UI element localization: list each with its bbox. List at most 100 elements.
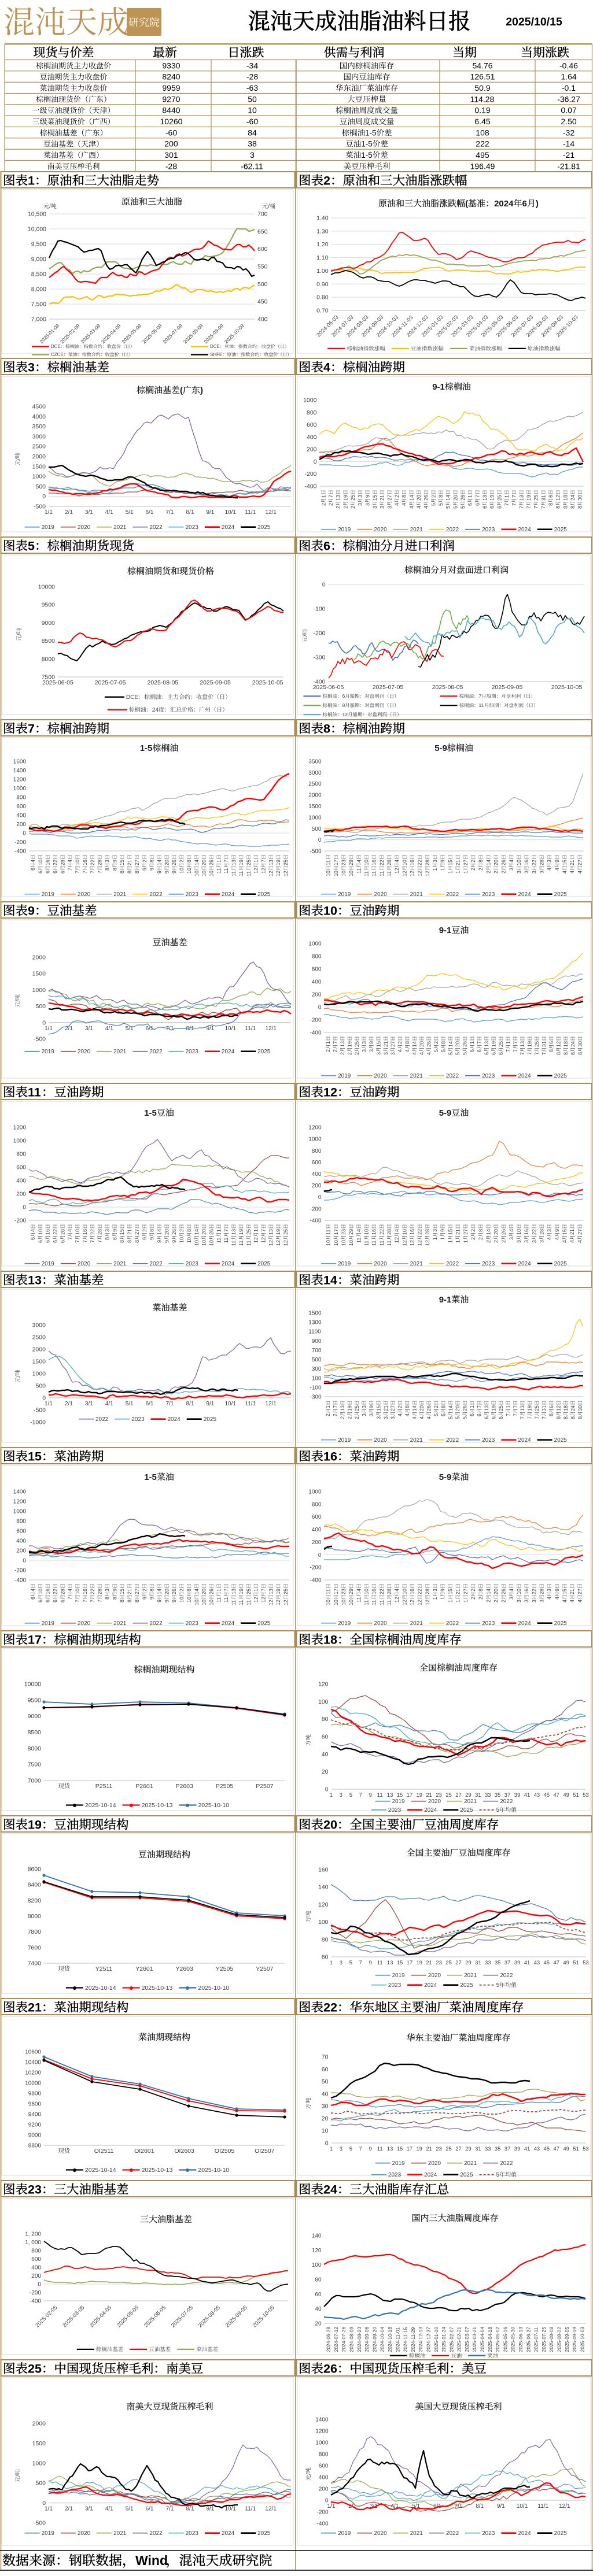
svg-text:12: 12 (394, 1237, 400, 1243)
svg-text:1: 1 (432, 868, 438, 871)
svg-text:3: 3 (516, 871, 522, 874)
svg-text:0: 0 (318, 1194, 322, 1201)
svg-text:2: 2 (142, 1589, 148, 1592)
svg-text:3: 3 (539, 871, 545, 874)
svg-text:0: 0 (38, 2282, 41, 2288)
svg-text:2024-09-06: 2024-09-06 (364, 2327, 370, 2352)
svg-text:8,500: 8,500 (31, 271, 46, 278)
svg-text:28: 28 (97, 1589, 103, 1594)
svg-text:8: 8 (577, 506, 583, 509)
svg-text:12/1: 12/1 (559, 2503, 570, 2510)
svg-text:2: 2 (342, 506, 348, 509)
svg-text:8/1: 8/1 (186, 1401, 194, 1407)
svg-text:7: 7 (82, 1600, 88, 1602)
svg-text:1: 1 (469, 1405, 475, 1408)
svg-text:60: 60 (315, 2292, 322, 2298)
svg-text:33: 33 (485, 1792, 491, 1798)
svg-text:2024-12-27: 2024-12-27 (426, 2327, 432, 2352)
svg-text:500: 500 (36, 1003, 46, 1010)
svg-text:1-5: 1-5 (361, 140, 373, 149)
svg-text:6/1: 6/1 (146, 2506, 154, 2512)
svg-text:1000: 1000 (13, 1509, 27, 1515)
svg-text:2025/10/15: 2025/10/15 (506, 16, 562, 28)
svg-text:84: 84 (248, 128, 257, 137)
svg-text:9: 9 (164, 1240, 170, 1243)
svg-text:2020: 2020 (428, 2160, 441, 2167)
svg-text:2022: 2022 (500, 1972, 513, 1979)
svg-text:200: 200 (16, 1548, 26, 1555)
svg-text:10: 10 (38, 1589, 43, 1594)
svg-text:2025-08-09: 2025-08-09 (182, 323, 204, 345)
svg-text:7: 7 (513, 1041, 518, 1044)
svg-text:10: 10 (341, 1600, 347, 1605)
svg-text:9800: 9800 (28, 2091, 42, 2097)
svg-text:8: 8 (570, 1416, 576, 1419)
svg-text:26: 26 (209, 1229, 215, 1235)
svg-text:9: 9 (28, 904, 35, 918)
svg-text:600: 600 (312, 967, 322, 973)
svg-text:2025-09-05: 2025-09-05 (224, 2304, 249, 2329)
svg-text:200: 200 (164, 139, 178, 149)
svg-text:26: 26 (462, 1405, 468, 1411)
svg-text:4: 4 (509, 1589, 514, 1592)
svg-text:P2505: P2505 (216, 1783, 234, 1790)
svg-text:20: 20 (323, 1818, 337, 1832)
svg-text:23: 23 (436, 2146, 442, 2152)
svg-text:20: 20 (164, 860, 170, 865)
svg-text:140: 140 (312, 2233, 322, 2240)
svg-text:16: 16 (323, 1450, 337, 1464)
svg-text:14: 14 (408, 495, 414, 501)
svg-text:10: 10 (348, 1600, 354, 1605)
svg-text:7: 7 (540, 506, 546, 509)
svg-text:19: 19 (275, 1229, 281, 1235)
svg-text:6: 6 (482, 506, 488, 509)
svg-text:1: 1 (432, 1237, 438, 1240)
svg-text:700: 700 (257, 211, 268, 218)
svg-text:8: 8 (127, 871, 132, 874)
svg-text:2024: 2024 (518, 891, 531, 898)
svg-text:9-1: 9-1 (439, 1295, 452, 1305)
svg-text:-1000: -1000 (30, 1419, 46, 1426)
svg-text:39: 39 (514, 2146, 521, 2152)
svg-text:DCE: DCE (51, 344, 61, 349)
svg-text:8: 8 (323, 722, 330, 736)
svg-text:8: 8 (548, 503, 554, 506)
svg-text:1-5: 1-5 (144, 1472, 157, 1482)
svg-text:400: 400 (307, 434, 317, 441)
svg-text:2/1: 2/1 (65, 1026, 73, 1032)
svg-text:3: 3 (432, 1229, 438, 1232)
svg-text:16: 16 (82, 860, 88, 865)
svg-text:2019: 2019 (338, 1437, 351, 1444)
svg-text:2: 2 (321, 503, 326, 506)
svg-text:1.20: 1.20 (316, 241, 329, 248)
svg-text:9: 9 (171, 1240, 177, 1243)
svg-text:OI2505: OI2505 (215, 2148, 235, 2155)
svg-text:12: 12 (268, 1240, 274, 1246)
svg-text:6: 6 (342, 693, 345, 699)
svg-text:-32: -32 (563, 128, 574, 137)
svg-text:2019: 2019 (392, 1798, 406, 1805)
svg-text:28: 28 (60, 1229, 65, 1235)
svg-text:3: 3 (372, 506, 378, 509)
svg-text:25: 25 (534, 1041, 540, 1047)
svg-text:11: 11 (356, 868, 362, 874)
svg-text:27: 27 (455, 1960, 462, 1966)
svg-text:25: 25 (283, 860, 289, 865)
svg-text:4: 4 (547, 1237, 553, 1240)
svg-text:23: 23 (341, 1229, 347, 1235)
svg-text:23: 23 (28, 2183, 42, 2197)
svg-text:2025-04-04: 2025-04-04 (480, 2327, 485, 2352)
svg-text:8: 8 (342, 702, 345, 708)
svg-text:3: 3 (509, 1237, 514, 1240)
svg-text:15: 15 (119, 1229, 125, 1235)
svg-text:2: 2 (470, 1229, 476, 1232)
svg-text:2: 2 (336, 506, 341, 509)
svg-text:30: 30 (577, 495, 583, 501)
svg-text:12/1: 12/1 (265, 1026, 277, 1032)
svg-text:2022: 2022 (500, 1798, 513, 1805)
svg-text:3: 3 (390, 1052, 396, 1055)
svg-text:4: 4 (412, 1416, 418, 1419)
svg-text:2025-06-13: 2025-06-13 (518, 2327, 524, 2352)
svg-text:1/1: 1/1 (45, 2506, 53, 2512)
svg-text:7: 7 (90, 1600, 95, 1602)
